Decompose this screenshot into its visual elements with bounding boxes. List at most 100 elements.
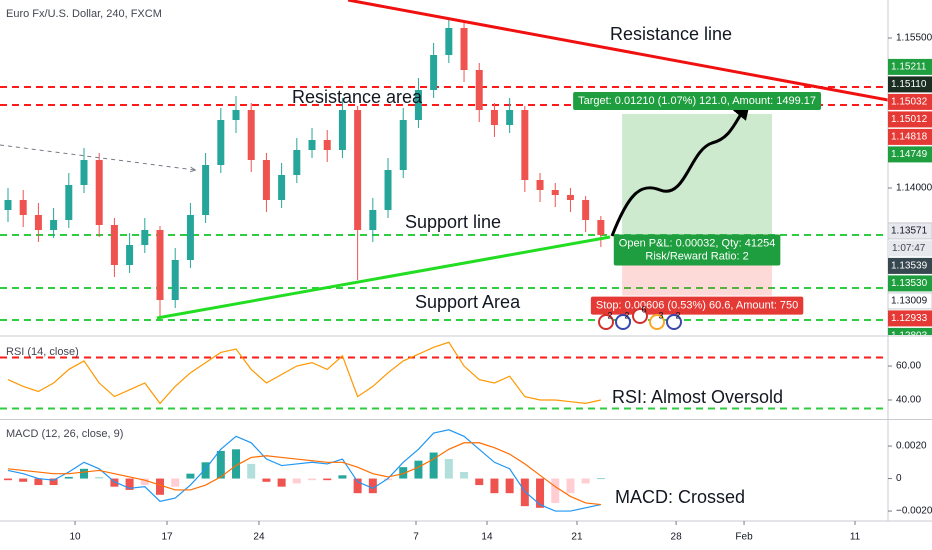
histogram-bar [156, 478, 165, 495]
price-label-box [888, 93, 932, 110]
profit-zone [622, 114, 773, 235]
histogram-bar [596, 478, 605, 480]
candle-body [354, 110, 362, 230]
annotation: Resistance line [610, 24, 732, 44]
histogram-bar [520, 478, 529, 507]
histogram-bar [368, 478, 377, 494]
histogram-bar [353, 478, 362, 494]
macd-title: MACD (12, 26, close, 9) [6, 428, 123, 440]
histogram-bar [125, 478, 134, 490]
indicator-axes: 60.00 40.00 0.0020 0 −0.0020 [888, 361, 932, 517]
candle-body [323, 140, 331, 150]
candle-body [597, 220, 605, 235]
histogram-bar [536, 478, 545, 508]
price-label-box [888, 275, 932, 292]
event-icon [666, 314, 682, 330]
histogram-bar [292, 478, 301, 484]
candle-body [308, 140, 316, 150]
y-tick-label: 1.14000 [896, 183, 932, 194]
histogram-bar [186, 473, 195, 479]
candle-body [475, 70, 483, 110]
price-label: 1.15211 [891, 62, 927, 73]
rsi-title: RSI (14, close) [6, 346, 79, 358]
candle-body [445, 28, 453, 55]
y-tick-label: 0.0020 [896, 441, 927, 452]
candle-body [217, 120, 225, 165]
signal-line [7, 442, 601, 506]
histogram-bar [262, 478, 271, 482]
candle-body [80, 160, 88, 185]
y-tick-label: 60.00 [896, 361, 921, 372]
price-label: 1.15032 [891, 97, 928, 108]
candle-body [490, 110, 498, 125]
candle-body [202, 165, 210, 215]
histogram-bar [414, 460, 423, 479]
countdown: 1:07:47 [892, 243, 926, 254]
candle-body [521, 110, 529, 180]
y-tick-label: −0.0020 [896, 506, 932, 517]
price-label: 1.12803 [891, 331, 928, 342]
histogram-bar [338, 475, 347, 479]
position-label: Risk/Reward Ratio: 2 [645, 250, 748, 262]
histogram-bar [460, 472, 469, 479]
price-label-box [888, 111, 932, 128]
y-tick-label: 0 [896, 473, 902, 484]
histogram-bar [64, 476, 73, 479]
annotation: RSI: Almost Oversold [612, 387, 783, 407]
candle-body [582, 200, 590, 220]
candle-body [278, 175, 286, 200]
price-label-box [888, 222, 932, 240]
candle-body [19, 200, 27, 215]
histogram-bar [247, 463, 256, 479]
event-count: 6 [641, 304, 646, 314]
x-tick-label: Feb [735, 532, 753, 543]
price-label-box [888, 327, 932, 335]
candle-body [65, 185, 73, 220]
histogram-bar [80, 468, 89, 479]
candle-body [50, 220, 58, 230]
histogram-bar [277, 478, 286, 487]
annotation: Resistance area [292, 87, 423, 107]
candle-body [293, 150, 301, 175]
histogram-bar [566, 478, 575, 494]
candle-body [430, 55, 438, 90]
histogram-bar [49, 478, 58, 486]
rsi-line [7, 341, 601, 405]
histogram-bar [110, 478, 119, 487]
price-label-box [888, 146, 932, 163]
price-label: 1.12933 [891, 313, 928, 324]
macd-line [7, 429, 601, 512]
x-tick-label: 11 [850, 532, 861, 543]
price-label: 1.13530 [891, 278, 928, 289]
candle-body [186, 215, 194, 260]
histogram-bar [34, 478, 43, 486]
price-label-box [888, 292, 932, 310]
histogram-bar [475, 478, 484, 486]
histogram-bar [201, 462, 210, 479]
histogram-bar [551, 478, 560, 503]
candle-body [369, 210, 377, 230]
candle-body [506, 110, 514, 125]
countdown-box [888, 240, 932, 257]
candle-body [247, 110, 255, 160]
price-label-box [888, 58, 932, 75]
histogram-bar [581, 478, 590, 484]
candle-body [384, 170, 392, 210]
candle-body [156, 230, 164, 300]
x-tick-label: 7 [413, 532, 419, 543]
histogram-bar [171, 478, 180, 487]
price-label: 1.13539 [891, 261, 928, 272]
annotation: MACD: Crossed [615, 487, 745, 507]
candle-body [262, 160, 270, 200]
candle-body [110, 225, 118, 265]
event-count: 2 [624, 310, 629, 320]
histogram-bar [232, 449, 241, 479]
event-icon [649, 314, 665, 330]
trendline [0, 144, 195, 170]
histogram-bar [399, 467, 408, 479]
chart-title: Euro Fx/U.S. Dollar, 240, FXCM [6, 8, 162, 20]
histogram-bar [490, 478, 499, 494]
y-tick-label: 1.15500 [896, 33, 932, 44]
